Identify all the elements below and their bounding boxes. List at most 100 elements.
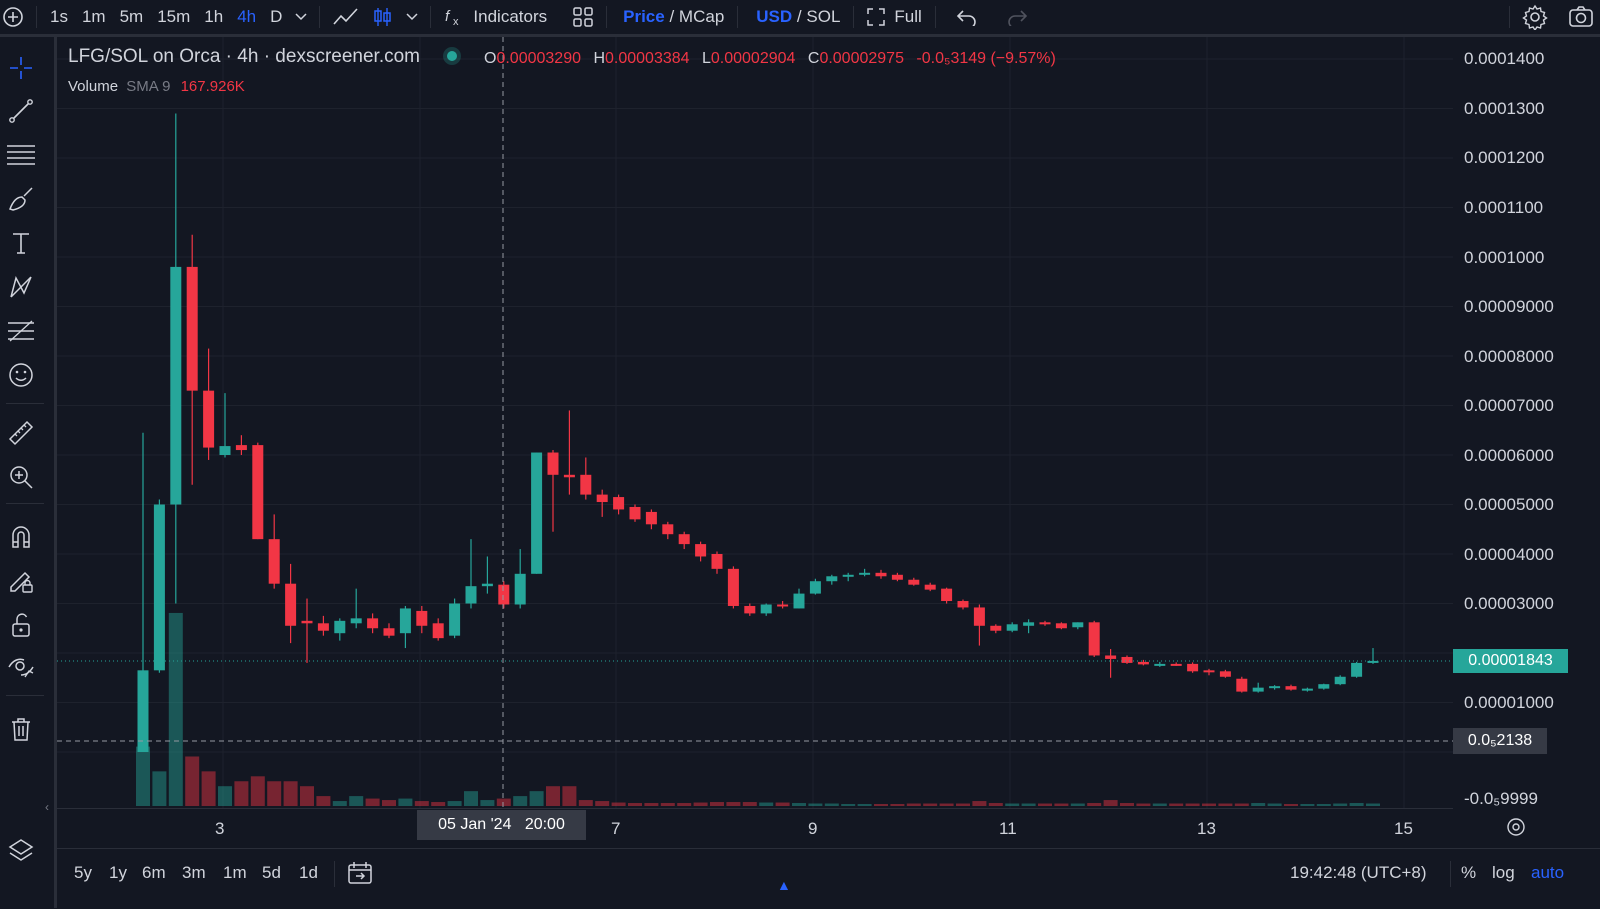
range-1m[interactable]: 1m xyxy=(223,863,247,882)
interval-15m[interactable]: 15m xyxy=(157,7,191,26)
price-axis-label: 0.00009000 xyxy=(1464,297,1554,316)
candle-body xyxy=(973,607,985,626)
volume-bar xyxy=(267,781,282,806)
candle-body xyxy=(1006,624,1018,631)
layout-grid-icon[interactable] xyxy=(566,6,600,28)
sol-option[interactable]: SOL xyxy=(806,7,841,26)
symbol-title[interactable]: LFG/SOL on Orca · 4h · dexscreener.com xyxy=(68,46,420,67)
trash-icon[interactable] xyxy=(5,713,37,745)
volume-bar xyxy=(726,802,741,806)
volume-bar xyxy=(1234,803,1249,806)
candle-body xyxy=(285,583,297,626)
percent-toggle[interactable]: % xyxy=(1461,863,1477,882)
currency-toggle[interactable]: USD / SOL xyxy=(744,7,847,27)
volume-bar xyxy=(972,801,987,806)
candle-body xyxy=(1039,622,1051,625)
volume-bar xyxy=(890,804,905,806)
fullscreen-icon[interactable] xyxy=(860,7,892,27)
volume-bar xyxy=(1136,803,1151,806)
volume-label[interactable]: Volume xyxy=(68,78,119,95)
volume-bar xyxy=(693,802,708,806)
ruler-icon[interactable] xyxy=(5,417,37,449)
range-5y[interactable]: 5y xyxy=(74,863,92,882)
brush-icon[interactable] xyxy=(5,183,37,215)
settings-gear-icon[interactable] xyxy=(1516,4,1554,30)
candle-body xyxy=(727,568,739,606)
interval-1h[interactable]: 1h xyxy=(204,7,224,26)
volume-bar xyxy=(185,756,200,806)
volume-bar xyxy=(316,796,331,806)
price-mcap-toggle[interactable]: Price / MCap xyxy=(613,7,731,27)
crosshair-icon[interactable] xyxy=(5,52,37,84)
camera-icon[interactable] xyxy=(1562,5,1600,29)
candle-body xyxy=(777,604,789,607)
full-button[interactable]: Full xyxy=(894,7,922,26)
volume-bar xyxy=(382,800,396,806)
candle-body xyxy=(153,504,165,671)
magnet-icon[interactable] xyxy=(5,521,37,553)
range-5d[interactable]: 5d xyxy=(262,863,281,882)
emoji-icon[interactable] xyxy=(5,359,37,391)
candle-body xyxy=(859,572,871,575)
volume-bar xyxy=(1103,800,1118,806)
volume-bar xyxy=(546,786,560,806)
log-toggle[interactable]: log xyxy=(1492,863,1515,882)
volume-bar xyxy=(1316,804,1331,806)
mcap-option[interactable]: MCap xyxy=(678,7,725,26)
axis-settings-icon[interactable] xyxy=(1505,816,1527,843)
eye-icon[interactable] xyxy=(5,651,37,683)
text-icon[interactable] xyxy=(5,227,37,259)
volume-bar xyxy=(529,791,544,806)
add-symbol-icon[interactable] xyxy=(0,6,30,28)
lock-drawing-icon[interactable] xyxy=(5,565,37,597)
range-1y[interactable]: 1y xyxy=(109,863,127,882)
volume-bar xyxy=(611,802,626,806)
high-value: 0.00003384 xyxy=(605,50,690,67)
chevron-down-icon[interactable] xyxy=(400,13,424,21)
undo-icon[interactable] xyxy=(950,8,984,26)
volume-bar xyxy=(480,800,495,806)
volume-bar xyxy=(808,803,823,806)
line-chart-icon[interactable] xyxy=(326,7,366,27)
range-3m[interactable]: 3m xyxy=(182,863,206,882)
go-to-date-icon[interactable] xyxy=(347,861,373,890)
interval-4h[interactable]: 4h xyxy=(237,7,257,26)
horizontal-lines-icon[interactable] xyxy=(5,139,37,171)
zoom-in-icon[interactable] xyxy=(5,461,37,493)
usd-option[interactable]: USD xyxy=(756,7,793,26)
volume-bar xyxy=(250,776,265,806)
range-6m[interactable]: 6m xyxy=(142,863,166,882)
indicators-button[interactable]: Indicators xyxy=(473,7,548,26)
clock-timezone[interactable]: 19:42:48 (UTC+8) xyxy=(1290,863,1427,882)
trend-line-icon[interactable] xyxy=(5,95,37,127)
layers-icon[interactable] xyxy=(5,835,37,867)
interval-d[interactable]: D xyxy=(270,7,283,26)
interval-1m[interactable]: 1m xyxy=(81,7,106,26)
candle-body xyxy=(760,604,772,614)
candles-icon[interactable] xyxy=(366,6,400,28)
chevron-down-icon[interactable] xyxy=(289,13,313,21)
price-option[interactable]: Price xyxy=(623,7,665,26)
fib-retracement-icon[interactable] xyxy=(5,315,37,347)
interval-5m[interactable]: 5m xyxy=(119,7,144,26)
pattern-icon[interactable] xyxy=(5,271,37,303)
candle-body xyxy=(301,620,313,624)
scroll-up-icon[interactable]: ▲ xyxy=(777,877,791,893)
range-1d[interactable]: 1d xyxy=(299,863,318,882)
collapse-toolbar-handle[interactable]: ‹ xyxy=(45,800,49,814)
candle-body xyxy=(383,628,395,636)
redo-icon[interactable] xyxy=(1000,8,1034,26)
price-axis[interactable]: 0.0001400 0.0001300 0.0001200 0.0001100 0.00… xyxy=(1453,37,1600,847)
volume-bar xyxy=(168,612,183,806)
volume-bar xyxy=(742,802,757,806)
volume-bar xyxy=(431,802,446,806)
interval-1s[interactable]: 1s xyxy=(50,7,68,26)
volume-bar xyxy=(578,800,593,806)
volume-bar xyxy=(1005,803,1020,806)
auto-toggle[interactable]: auto xyxy=(1531,863,1565,882)
unlock-icon[interactable] xyxy=(5,609,37,641)
time-axis[interactable]: 3 7 9 11 13 15 xyxy=(57,808,1453,847)
price-axis-label: -0.0₅9999 xyxy=(1464,789,1538,808)
